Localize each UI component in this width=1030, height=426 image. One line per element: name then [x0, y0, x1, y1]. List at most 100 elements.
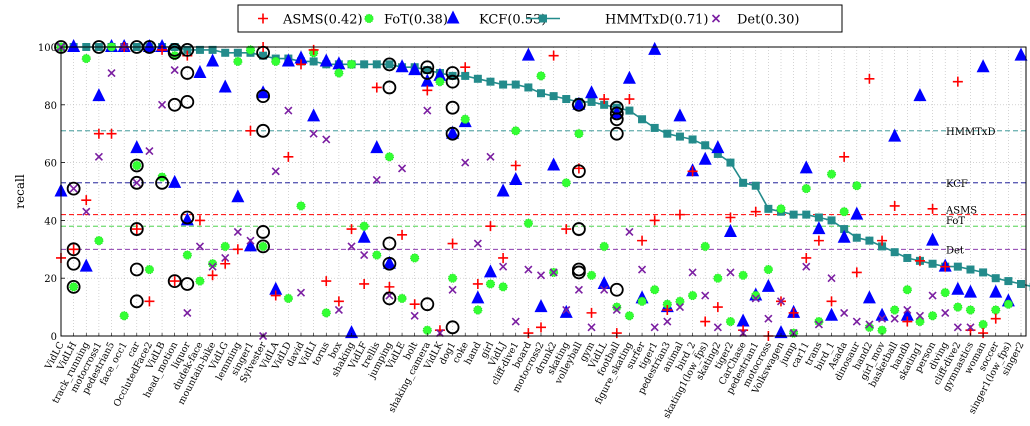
- data-point-hmmtxd: [1004, 277, 1012, 285]
- data-point-fot: [221, 242, 229, 250]
- data-point-hmmtxd: [802, 211, 810, 219]
- data-point-fot: [638, 297, 646, 305]
- data-point-fot: [461, 115, 469, 123]
- data-point-hmmtxd: [625, 107, 633, 115]
- data-point-hmmtxd: [221, 49, 229, 57]
- data-point-fot: [688, 291, 696, 299]
- data-point-fot: [196, 277, 204, 285]
- average-line-label: HMMTxD: [946, 127, 996, 138]
- data-point-hmmtxd: [903, 254, 911, 262]
- y-tick-label: 100: [38, 43, 57, 54]
- data-point-fot: [537, 72, 545, 80]
- data-point-fot: [120, 312, 128, 320]
- data-point-fot: [436, 77, 444, 85]
- data-point-hmmtxd: [550, 92, 558, 100]
- legend-label-kcf: KCF(0.53): [479, 13, 546, 28]
- data-point-fot: [297, 202, 305, 210]
- legend-label-hmmtxd: HMMTxD(0.71): [605, 13, 708, 28]
- legend-label-det: Det(0.30): [737, 13, 799, 28]
- y-axis-label: recall: [13, 174, 27, 209]
- data-point-hmmtxd: [1017, 280, 1025, 288]
- data-point-fot: [95, 236, 103, 244]
- data-point-fot: [954, 303, 962, 311]
- y-tick-label: 40: [44, 216, 57, 227]
- data-point-fot: [739, 271, 747, 279]
- legend-label-fot: FoT(0.38): [384, 13, 448, 28]
- data-point-hmmtxd: [373, 60, 381, 68]
- data-point-fot: [398, 294, 406, 302]
- data-point-hmmtxd: [360, 60, 368, 68]
- data-point-hmmtxd: [537, 89, 545, 97]
- data-point-hmmtxd: [512, 81, 520, 89]
- data-point-fot: [183, 251, 191, 259]
- data-point-fot: [524, 219, 532, 227]
- data-point-fot: [284, 294, 292, 302]
- data-point-fot: [373, 251, 381, 259]
- data-point-hmmtxd: [562, 95, 570, 103]
- data-point-fot: [575, 130, 583, 138]
- data-point-fot: [802, 184, 810, 192]
- data-point-fot: [701, 242, 709, 250]
- data-point-fot: [335, 69, 343, 77]
- data-point-fot: [82, 54, 90, 62]
- data-point-hmmtxd: [651, 124, 659, 132]
- data-point-hmmtxd: [815, 214, 823, 222]
- data-point-fot: [474, 306, 482, 314]
- data-point-fot: [992, 306, 1000, 314]
- data-point-hmmtxd: [966, 266, 974, 274]
- data-point-hmmtxd: [385, 60, 393, 68]
- data-point-hmmtxd: [929, 260, 937, 268]
- data-point-fot: [133, 161, 141, 169]
- data-point-fot: [234, 57, 242, 65]
- data-point-fot: [69, 283, 77, 291]
- y-tick-label: 60: [44, 159, 57, 170]
- data-point-fot: [512, 127, 520, 135]
- data-point-hmmtxd: [588, 98, 596, 106]
- data-point-fot: [360, 222, 368, 230]
- data-point-hmmtxd: [726, 159, 734, 167]
- data-point-fot: [499, 283, 507, 291]
- legend-swatch-hmmtxd: [539, 15, 547, 23]
- data-point-fot: [941, 288, 949, 296]
- data-point-fot: [777, 205, 785, 213]
- data-point-fot: [827, 170, 835, 178]
- data-point-fot: [1004, 300, 1012, 308]
- data-point-fot: [562, 179, 570, 187]
- data-point-fot: [410, 254, 418, 262]
- data-point-fot: [272, 57, 280, 65]
- data-point-hmmtxd: [764, 205, 772, 213]
- data-point-fot: [259, 242, 267, 250]
- data-point-fot: [145, 265, 153, 273]
- data-point-fot: [322, 309, 330, 317]
- data-point-hmmtxd: [992, 274, 1000, 282]
- average-line-label: Det: [946, 245, 964, 256]
- legend-swatch-fot: [365, 14, 373, 22]
- data-point-hmmtxd: [979, 268, 987, 276]
- data-point-fot: [347, 60, 355, 68]
- data-point-fot: [764, 265, 772, 273]
- data-point-hmmtxd: [676, 133, 684, 141]
- data-point-fot: [890, 306, 898, 314]
- data-point-hmmtxd: [234, 49, 242, 57]
- data-point-hmmtxd: [739, 179, 747, 187]
- data-point-hmmtxd: [461, 72, 469, 80]
- data-point-hmmtxd: [891, 248, 899, 256]
- data-point-hmmtxd: [524, 83, 532, 91]
- average-line-label: ASMS: [945, 206, 977, 217]
- data-point-hmmtxd: [752, 182, 760, 190]
- data-point-fot: [726, 317, 734, 325]
- data-point-hmmtxd: [828, 216, 836, 224]
- data-point-fot: [853, 182, 861, 190]
- data-point-hmmtxd: [310, 57, 318, 65]
- data-point-fot: [587, 271, 595, 279]
- data-point-hmmtxd: [865, 237, 873, 245]
- data-point-hmmtxd: [638, 115, 646, 123]
- average-line-label: FoT: [946, 216, 965, 227]
- data-point-fot: [448, 274, 456, 282]
- data-point-hmmtxd: [954, 263, 962, 271]
- data-point-fot: [486, 280, 494, 288]
- data-point-fot: [840, 208, 848, 216]
- legend-label-asms: ASMS(0.42): [282, 13, 363, 28]
